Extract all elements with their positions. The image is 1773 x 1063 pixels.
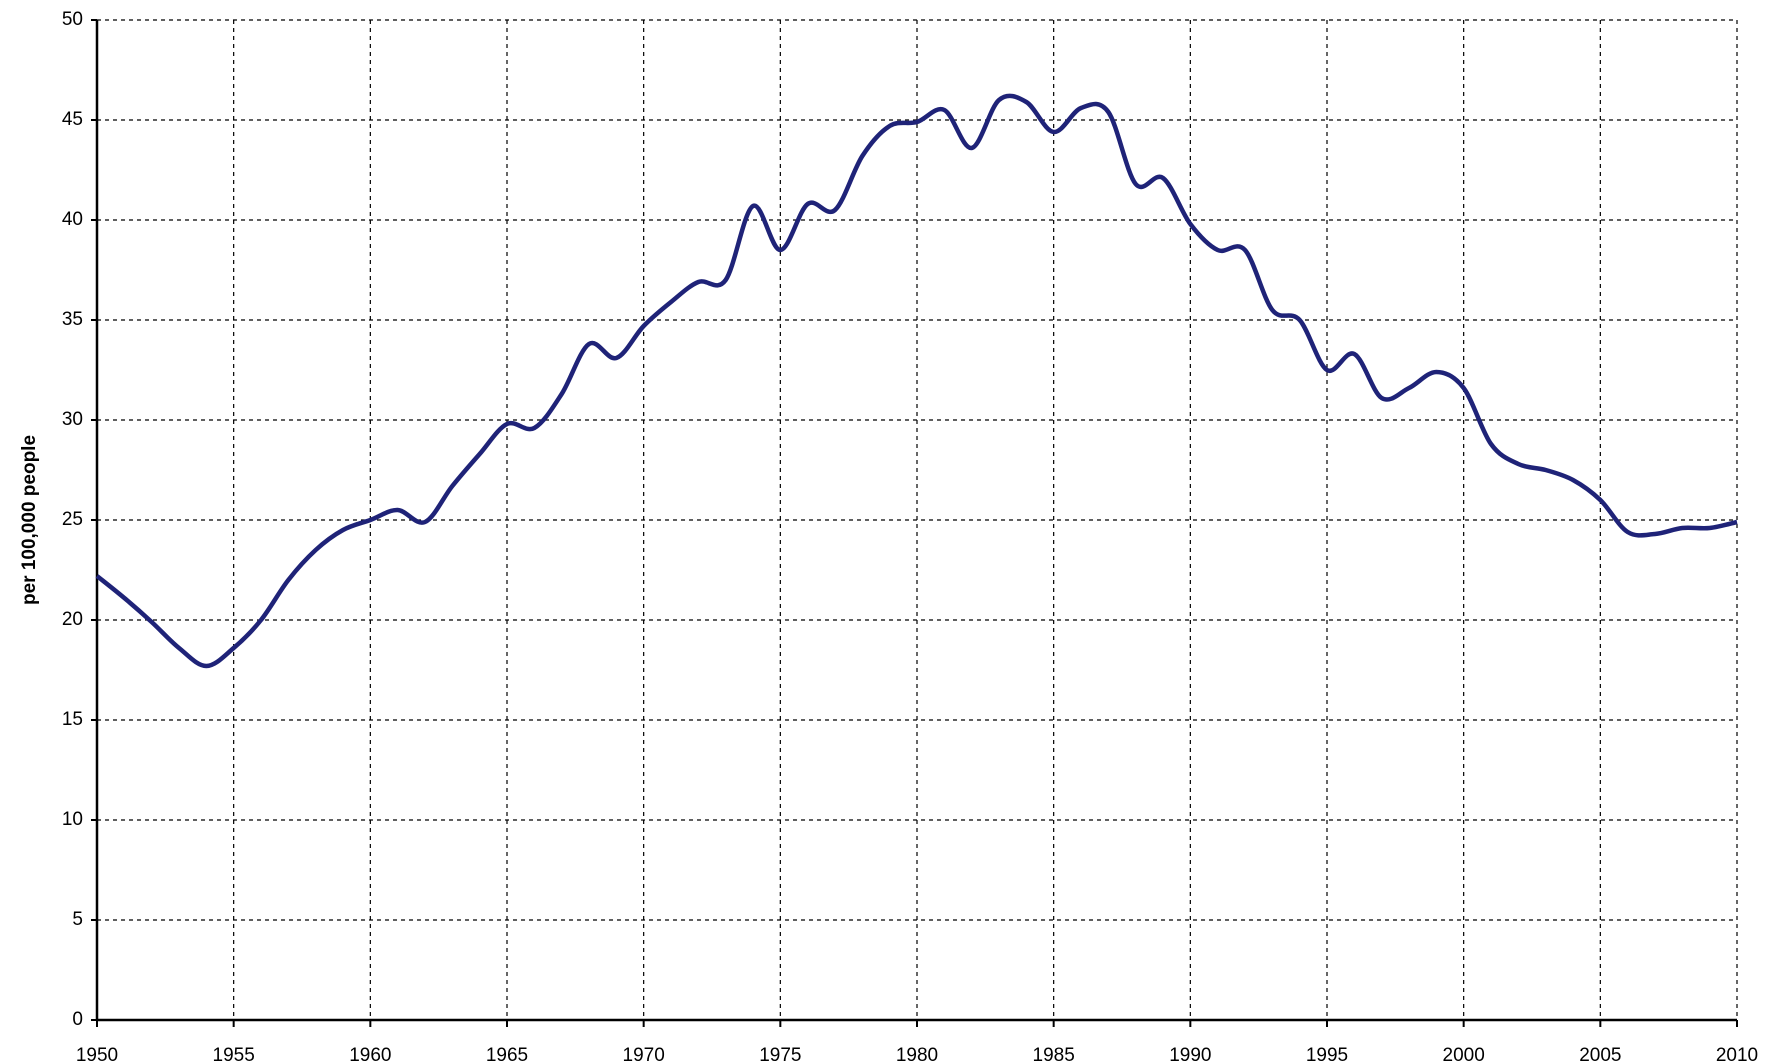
x-tick-label: 1990 xyxy=(1169,1045,1211,1063)
x-tick-label: 1985 xyxy=(1033,1045,1075,1063)
x-tick-label: 1960 xyxy=(349,1045,391,1063)
x-tick-label: 2005 xyxy=(1579,1045,1621,1063)
y-tick-label: 35 xyxy=(62,309,83,330)
x-tick-label: 1950 xyxy=(76,1045,118,1063)
x-tick-label: 2000 xyxy=(1443,1045,1485,1063)
y-tick-label: 25 xyxy=(62,509,83,530)
x-tick-label: 1975 xyxy=(759,1045,801,1063)
x-tick-label: 1995 xyxy=(1306,1045,1348,1063)
y-tick-label: 0 xyxy=(72,1009,83,1030)
x-tick-label: 1955 xyxy=(213,1045,255,1063)
data-line xyxy=(95,93,1738,669)
y-tick-label: 50 xyxy=(62,9,83,30)
y-tick-label: 10 xyxy=(62,809,83,830)
x-tick-label: 1980 xyxy=(896,1045,938,1063)
x-tick-label: 2010 xyxy=(1716,1045,1758,1063)
y-tick-label: 5 xyxy=(72,909,83,930)
y-tick-label: 20 xyxy=(62,609,83,630)
x-tick-label: 1970 xyxy=(623,1045,665,1063)
y-tick-label: 30 xyxy=(62,409,83,430)
y-tick-label: 15 xyxy=(62,709,83,730)
x-tick-label: 1965 xyxy=(486,1045,528,1063)
y-axis-label: per 100,000 people xyxy=(19,435,40,605)
y-tick-label: 40 xyxy=(62,209,83,230)
y-tick-label: 45 xyxy=(62,109,83,130)
